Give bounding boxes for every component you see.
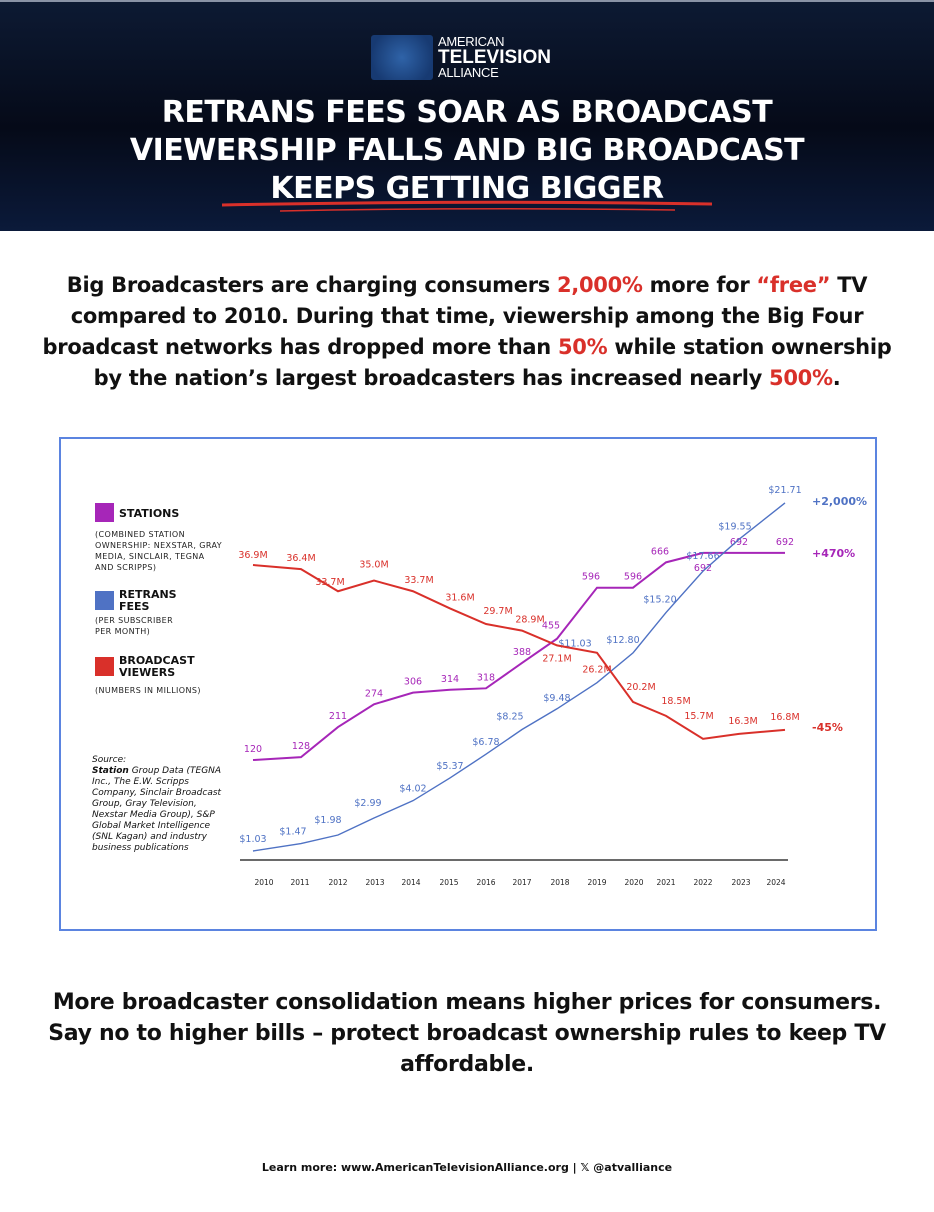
data-label: $9.48 [543,693,570,704]
data-label: $6.78 [472,737,499,748]
change-label: +2,000% [812,495,867,508]
data-label: 692 [776,537,794,548]
data-label: 16.3M [728,716,757,727]
data-label: 692 [694,563,712,574]
logo-line1: AMERICAN [438,34,505,49]
change-label: -45% [812,721,843,734]
header-banner: AMERICAN TELEVISION ALLIANCE RETRANS FEE… [0,0,934,231]
data-label: 15.7M [684,711,713,722]
data-label: 36.9M [238,550,267,561]
x-tick-label: 2022 [693,878,712,887]
data-label: $12.80 [606,635,639,646]
data-label: 455 [542,621,560,632]
legend-swatch-fees [95,591,114,610]
footer: Learn more: www.AmericanTelevisionAllian… [0,1161,934,1174]
legend-swatch-stations [95,503,114,522]
data-label: 306 [404,677,422,688]
data-label: $15.20 [643,595,676,606]
data-label: 33.7M [404,575,433,586]
legend-note-fees: (PER SUBSCRIBER PER MONTH) [95,616,174,636]
data-label: 666 [651,546,669,557]
x-tick-label: 2017 [512,878,531,887]
data-label: 274 [365,688,383,699]
data-label: 318 [477,672,495,683]
data-label: 596 [582,572,600,583]
x-tick-label: 2024 [766,878,785,887]
data-label: 314 [441,674,459,685]
data-label: $2.99 [354,798,381,809]
learn-more-link[interactable]: Learn more: www.AmericanTelevisionAllian… [261,1161,577,1174]
change-label: +470% [812,547,855,560]
data-label: 36.4M [286,553,315,564]
data-label: 388 [513,647,531,658]
data-label: 692 [730,537,748,548]
data-label: $1.98 [314,815,341,826]
data-label: 211 [329,711,347,722]
logo-tv-icon [371,35,433,80]
data-label: $17.66 [686,551,719,562]
data-label: 31.6M [445,592,474,603]
legend-title-stations: STATIONS [119,507,180,520]
data-label: 128 [292,741,310,752]
x-tick-label: 2015 [439,878,458,887]
x-tick-label: 2014 [401,878,420,887]
legend-swatch-viewers [95,657,114,676]
closing-statement: More broadcaster consolidation means hig… [48,990,886,1077]
x-tick-label: 2019 [587,878,606,887]
data-label: $21.71 [768,485,801,496]
data-label: $1.47 [279,827,306,838]
data-label: $8.25 [496,711,523,722]
legend-note-viewers: (NUMBERS IN MILLIONS) [95,686,201,695]
x-logo-icon: 𝕏 [580,1161,590,1174]
x-tick-label: 2013 [365,878,384,887]
data-label: 596 [624,572,642,583]
data-label: 20.2M [626,682,655,693]
title-line: VIEWERSHIP FALLS AND BIG BROADCAST [129,133,805,168]
x-tick-label: 2012 [328,878,347,887]
x-tick-label: 2011 [290,878,309,887]
source-note: Source: Station Group Data (TEGNA Inc., … [92,755,222,853]
data-label: 120 [244,744,262,755]
data-label: 18.5M [661,696,690,707]
page-title: RETRANS FEES SOAR AS BROADCAST VIEWERSHI… [0,94,934,208]
line-chart: 2010 2011 2012 2013 2014 2015 2016 2017 2018 2019… [238,485,867,887]
data-label: $1.03 [239,834,266,845]
legend-title-fees: RETRANS FEES [119,588,177,613]
data-label: $4.02 [399,784,426,795]
chart-panel: STATIONS (COMBINED STATION OWNERSHIP: NE… [59,437,877,931]
x-tick-label: 2020 [624,878,643,887]
underline-swoosh [221,200,713,212]
logo: AMERICAN TELEVISION ALLIANCE [371,35,551,80]
series-line-1 [252,502,786,852]
legend-title-viewers: BROADCAST VIEWERS [119,654,195,679]
x-tick-label: 2016 [476,878,495,887]
logo-line3: ALLIANCE [438,65,499,80]
data-label: 16.8M [770,712,799,723]
data-label: 35.0M [359,560,388,571]
data-label: 26.2M [582,665,611,676]
data-label: 33.7M [315,577,344,588]
series-line-0 [252,551,785,761]
data-label: 29.7M [483,606,512,617]
logo-line2: TELEVISION [438,47,551,68]
x-tick-label: 2018 [550,878,569,887]
x-tick-label: 2021 [656,878,675,887]
twitter-handle[interactable]: @atvalliance [593,1161,673,1174]
intro-paragraph: Big Broadcasters are charging consumers … [42,273,892,390]
title-line: KEEPS GETTING BIGGER [270,171,664,206]
data-label: 27.1M [542,653,571,664]
x-tick-label: 2010 [254,878,273,887]
data-label: $19.55 [718,521,751,532]
data-label: $11.03 [558,639,591,650]
series-line-2 [252,564,786,740]
legend-note-stations: (COMBINED STATION OWNERSHIP: NEXSTAR, GR… [95,530,223,572]
data-label: $5.37 [436,761,463,772]
title-line: RETRANS FEES SOAR AS BROADCAST [161,95,773,130]
x-tick-label: 2023 [731,878,750,887]
data-label: 28.9M [515,615,544,626]
